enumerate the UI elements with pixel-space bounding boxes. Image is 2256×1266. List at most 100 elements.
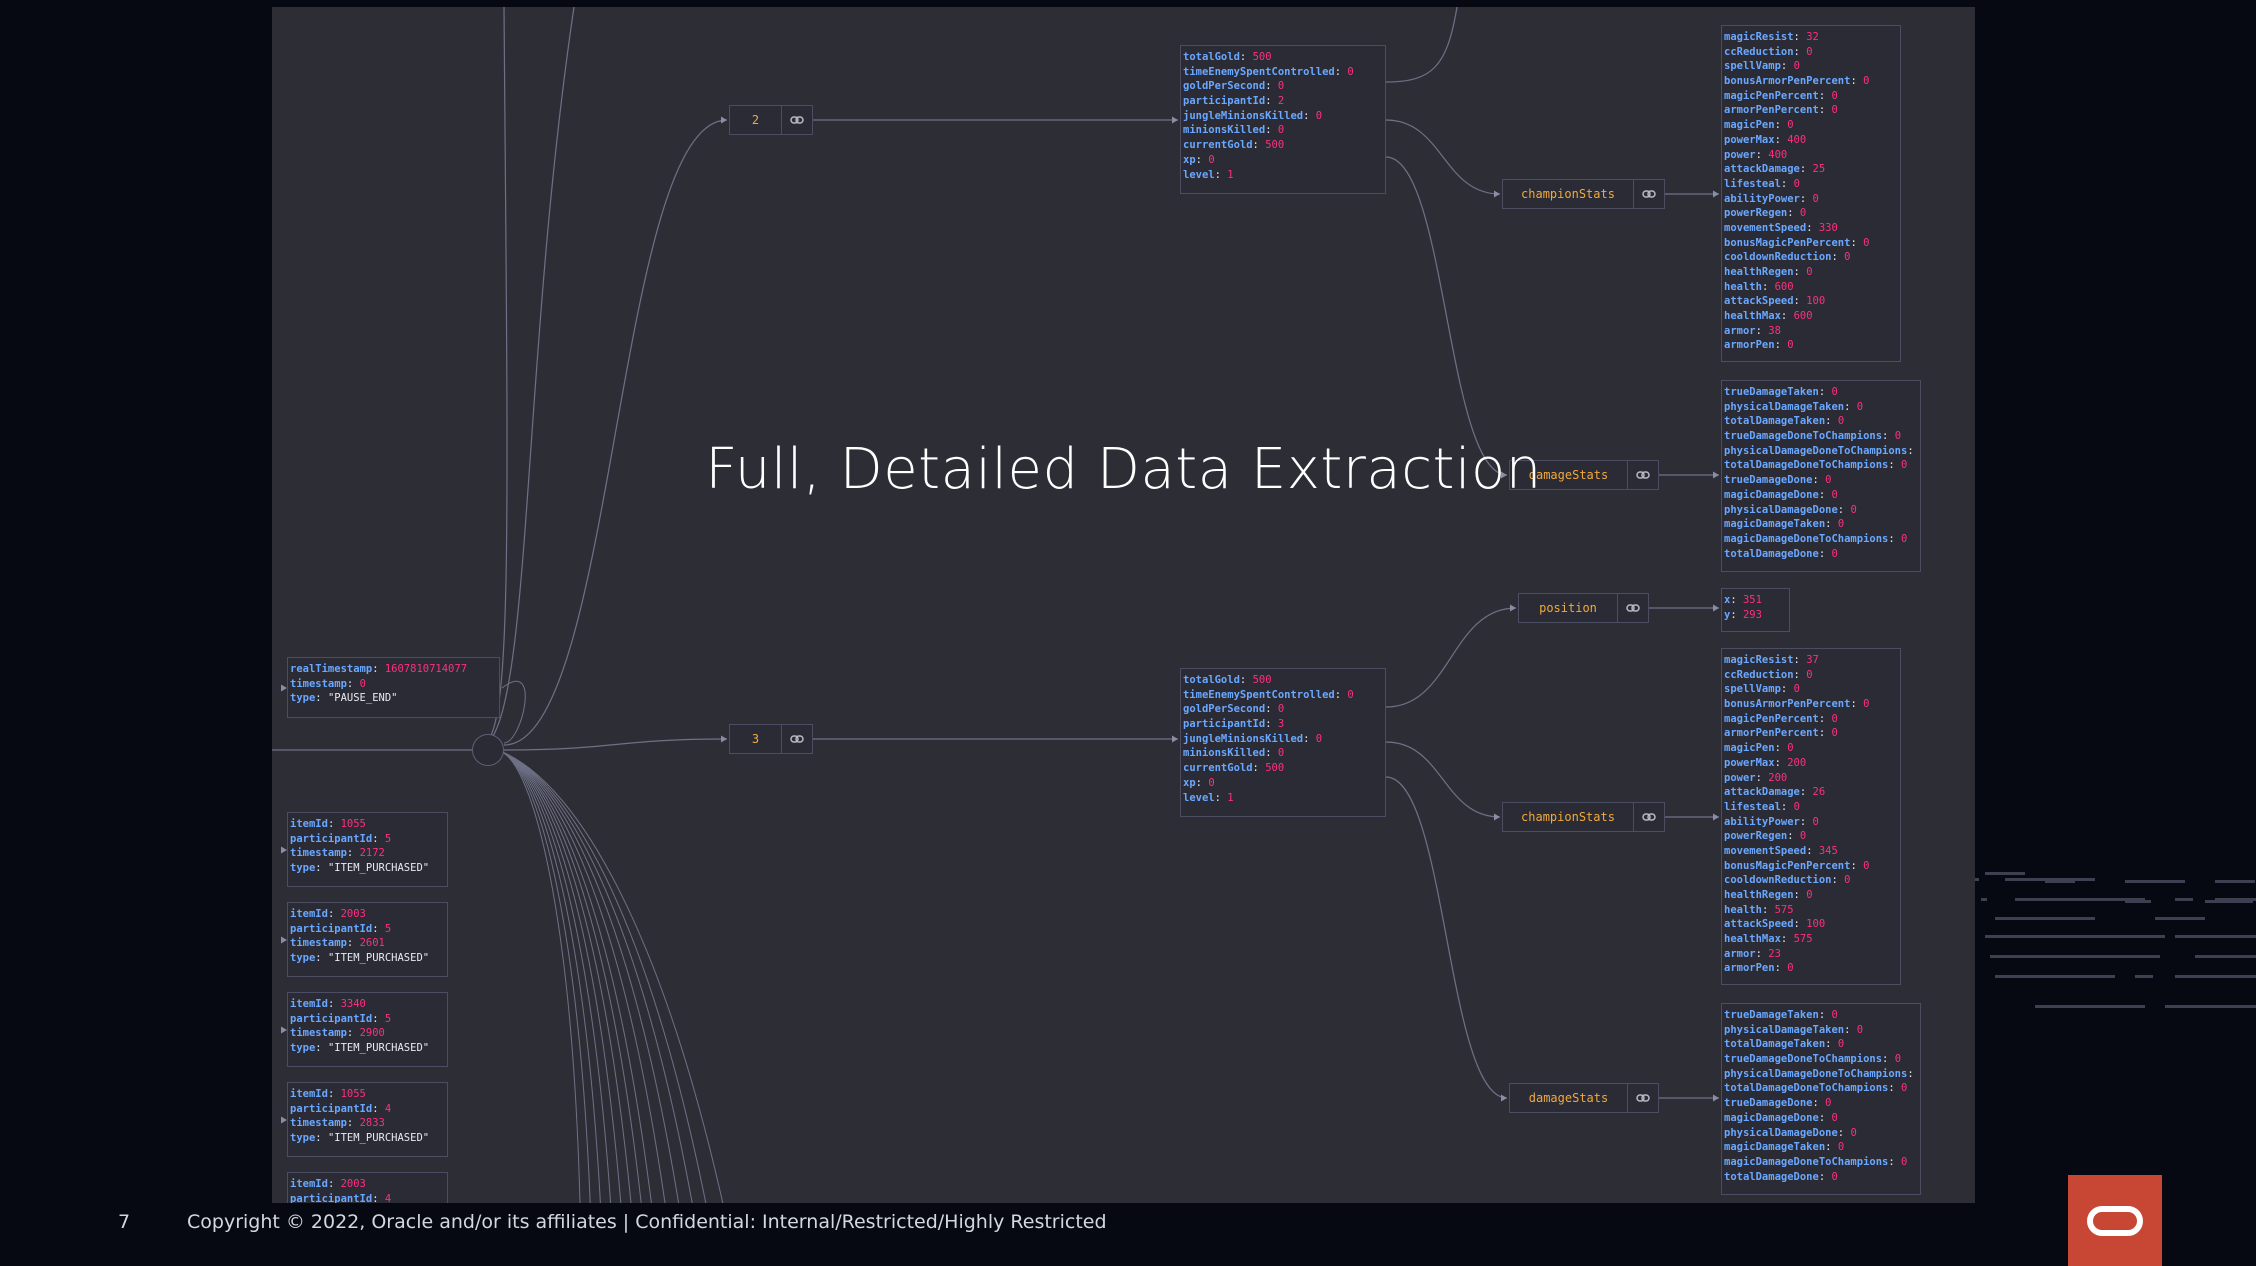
json-row: physicalDamageDoneToChampions: 0	[1724, 1067, 1920, 1082]
object-node-damage-stats[interactable]: trueDamageTaken: 0 physicalDamageTaken: 0…	[1721, 380, 1921, 572]
json-key: magicPenPercent	[1724, 712, 1819, 725]
graph-edge	[501, 751, 666, 1203]
link-icon[interactable]	[1633, 180, 1664, 208]
json-row: itemId: 1055	[290, 818, 366, 830]
json-key: healthRegen	[1724, 889, 1794, 901]
object-node-participant-frame[interactable]: totalGold: 500 timeEnemySpentControlled: …	[1180, 45, 1386, 194]
root-node[interactable]	[472, 734, 504, 766]
key-node-damage-stats[interactable]: damageStats	[1509, 1083, 1659, 1113]
link-icon[interactable]	[781, 106, 812, 134]
object-node-event[interactable]: realTimestamp: 1607810714077 timestamp: 0…	[287, 657, 500, 718]
json-value: 600	[1793, 310, 1813, 323]
json-key: healthMax	[1724, 933, 1781, 946]
json-row: lifesteal: 0	[1724, 800, 1800, 813]
object-node-event[interactable]: itemId: 2003 participantId: 5 timestamp: 2…	[287, 902, 448, 977]
object-node-event[interactable]: itemId: 1055 participantId: 5 timestamp: 2…	[287, 812, 448, 887]
object-node-participant-frame[interactable]: totalGold: 500 timeEnemySpentControlled: …	[1180, 668, 1386, 817]
json-value: 26	[1812, 786, 1826, 799]
decorative-dash	[2175, 898, 2193, 901]
object-node-event[interactable]: itemId: 2003 participantId: 4	[287, 1172, 448, 1203]
key-node-champion-stats[interactable]: championStats	[1502, 802, 1665, 832]
key-node-position[interactable]: position	[1518, 593, 1649, 623]
json-row: timestamp: 2601	[290, 937, 385, 950]
object-node-event[interactable]: itemId: 3340 participantId: 5 timestamp: 2…	[287, 992, 448, 1067]
json-value: 25	[1812, 163, 1826, 176]
json-row: itemId: 1055	[290, 1088, 366, 1100]
graph-edge	[1385, 607, 1517, 708]
json-key: totalDamageDoneToChampions	[1724, 459, 1889, 472]
object-node-position[interactable]: x: 351 y: 293	[1721, 588, 1790, 632]
json-key: timeEnemySpentControlled	[1183, 688, 1335, 701]
json-row: minionsKilled: 0	[1183, 124, 1285, 137]
json-row: powerRegen: 0	[1724, 207, 1807, 220]
object-node-event[interactable]: itemId: 1055 participantId: 4 timestamp: 2…	[287, 1082, 448, 1157]
key-node-damage-stats[interactable]: damageStats	[1509, 460, 1659, 490]
object-node-damage-stats[interactable]: trueDamageTaken: 0 physicalDamageTaken: 0…	[1721, 1003, 1921, 1195]
object-node-champion-stats[interactable]: magicResist: 37 ccReduction: 0 spellVamp: …	[1721, 648, 1901, 985]
edge-arrow	[1713, 604, 1719, 612]
link-icon[interactable]	[1633, 803, 1664, 831]
json-value: 0	[1837, 415, 1845, 428]
json-row: x: 351	[1724, 594, 1762, 606]
json-row: participantId: 4	[290, 1192, 392, 1203]
json-value: 0	[1850, 503, 1857, 516]
json-value: 0	[1277, 703, 1285, 716]
json-key: trueDamageDoneToChampions	[1724, 1053, 1883, 1066]
json-row: abilityPower: 0	[1724, 815, 1819, 828]
key-node-2[interactable]: 2	[729, 105, 813, 135]
link-icon[interactable]	[1627, 461, 1658, 489]
decorative-dash	[2125, 880, 2185, 883]
graph-edge	[1385, 741, 1501, 818]
json-key: ccReduction	[1724, 45, 1794, 58]
json-value: 100	[1806, 295, 1826, 308]
key-label: damageStats	[1528, 468, 1609, 482]
json-row: timestamp: 2172	[290, 847, 385, 860]
link-icon[interactable]	[781, 725, 812, 753]
edge-arrow	[1172, 735, 1178, 743]
json-value: 2900	[359, 1027, 385, 1040]
json-value: 0	[1831, 104, 1838, 117]
json-row: itemId: 2003	[290, 1178, 366, 1190]
json-key: abilityPower	[1724, 192, 1800, 205]
json-value: 23	[1768, 947, 1781, 960]
footer-copyright: Copyright © 2022, Oracle and/or its affi…	[187, 1211, 1107, 1233]
json-value: 0	[1825, 1097, 1832, 1110]
key-node-champion-stats[interactable]: championStats	[1502, 179, 1665, 209]
json-value: "PAUSE_END"	[327, 692, 398, 705]
json-key: itemId	[290, 1178, 328, 1190]
json-key: participantId	[290, 1012, 373, 1025]
json-value: 0	[1920, 445, 1921, 457]
json-row: healthMax: 575	[1724, 933, 1813, 946]
json-key: participantId	[1183, 718, 1266, 731]
json-key: trueDamageTaken	[1724, 1009, 1819, 1021]
json-row: bonusArmorPenPercent: 0	[1724, 75, 1870, 88]
key-node-3[interactable]: 3	[729, 724, 813, 754]
json-key: timestamp	[290, 937, 347, 950]
json-key: participantId	[290, 1192, 373, 1203]
json-value: 0	[1277, 747, 1285, 760]
edge-arrow	[1510, 604, 1516, 612]
json-key: armorPen	[1724, 962, 1775, 975]
edge-arrow	[721, 116, 727, 124]
json-row: participantId: 3	[1183, 718, 1285, 731]
link-icon[interactable]	[1617, 594, 1648, 622]
link-icon[interactable]	[1627, 1084, 1658, 1112]
graph-edge	[503, 119, 728, 746]
page-number: 7	[118, 1211, 131, 1233]
json-value: 345	[1818, 844, 1838, 857]
json-value: 0	[1793, 683, 1800, 696]
json-value: 5	[384, 832, 392, 845]
object-node-champion-stats[interactable]: magicResist: 32 ccReduction: 0 spellVamp: …	[1721, 25, 1901, 362]
json-key: magicDamageDoneToChampions	[1724, 1155, 1889, 1168]
graph-edge	[1385, 7, 1458, 83]
json-value: 0	[1837, 1038, 1845, 1051]
json-graph-canvas[interactable]: 2 3 championStats damageStats position c…	[272, 7, 1975, 1203]
json-row: totalDamageDoneToChampions: 0	[1724, 1082, 1908, 1095]
json-row: trueDamageDone: 0	[1724, 474, 1832, 487]
json-key: movementSpeed	[1724, 844, 1807, 857]
json-value: 0	[1315, 732, 1323, 745]
json-row: currentGold: 500	[1183, 762, 1285, 775]
slide-title: Full, Detailed Data Extraction	[705, 437, 1542, 502]
json-key: powerMax	[1724, 133, 1775, 146]
json-value: 100	[1806, 918, 1826, 931]
